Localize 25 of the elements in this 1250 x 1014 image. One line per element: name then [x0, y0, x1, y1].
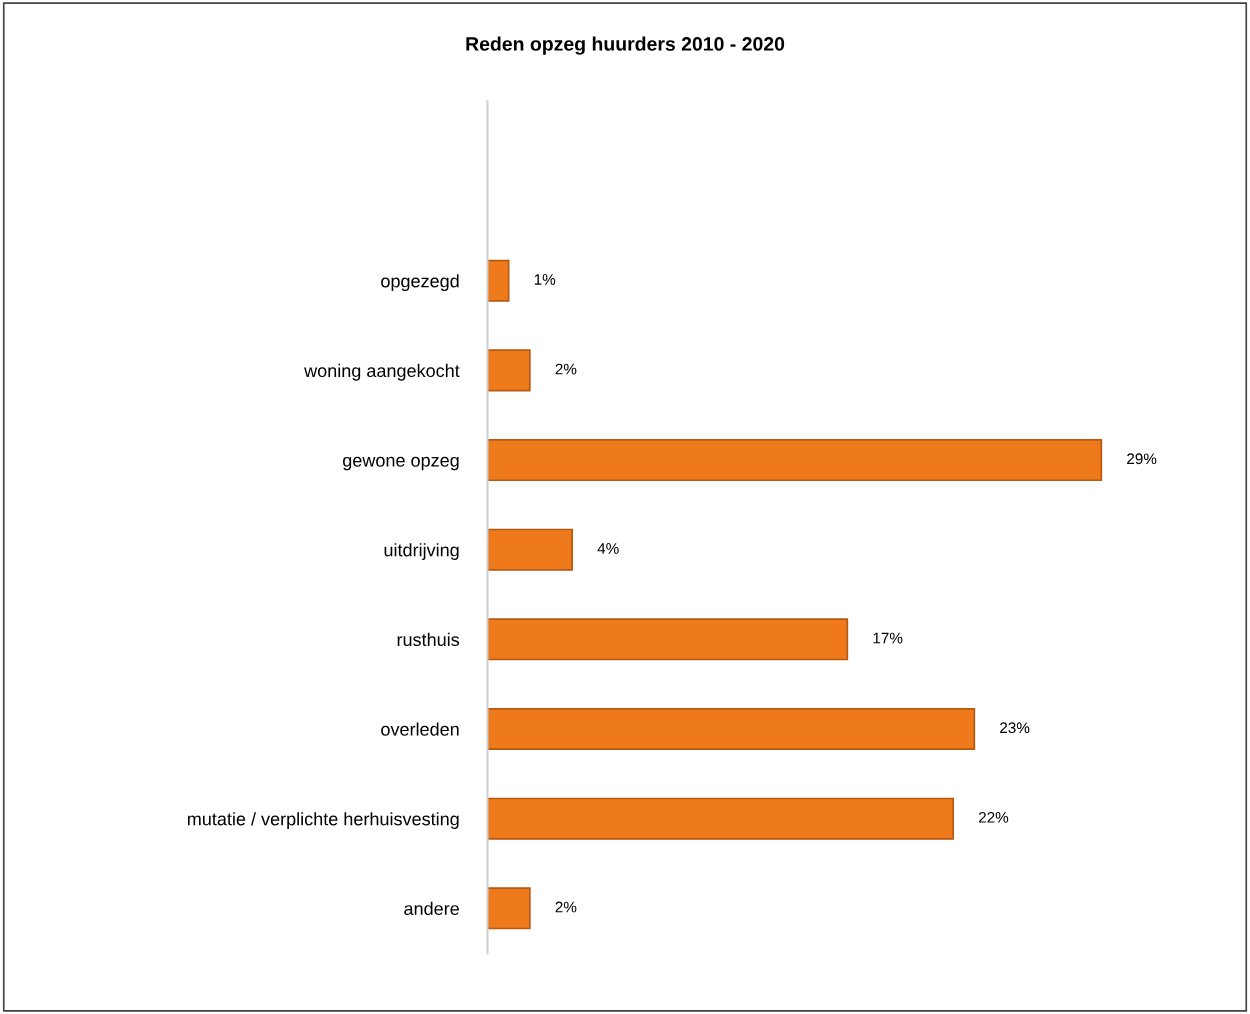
y-tick-label: mutatie / verplichte herhuisvesting [187, 812, 459, 829]
bar [487, 259, 510, 302]
data-label: 4% [597, 543, 619, 554]
bar [487, 439, 1103, 482]
y-tick-label: woning aangekocht [304, 363, 460, 381]
y-tick-label: opgezegd [381, 274, 459, 292]
bar [487, 797, 955, 840]
bar [487, 708, 976, 751]
data-label: 17% [873, 632, 903, 644]
bar [487, 618, 849, 661]
data-label: 1% [534, 274, 556, 285]
y-tick-label: gewone opzeg [343, 456, 459, 471]
y-tick-label: rusthuis [397, 632, 460, 647]
data-label: 2% [555, 901, 577, 913]
y-tick-label: andere [404, 901, 459, 916]
bar [487, 349, 531, 392]
y-tick-label: uitdrijving [384, 543, 459, 560]
data-label: 29% [1127, 453, 1157, 465]
y-tick-label: overleden [381, 722, 459, 736]
chart-title: Reden opzeg huurders 2010 - 2020 [466, 36, 785, 55]
bar [487, 887, 531, 930]
data-label: 23% [1000, 722, 1030, 734]
bar [487, 528, 574, 571]
data-label: 2% [555, 363, 577, 375]
data-label: 22% [978, 811, 1009, 823]
